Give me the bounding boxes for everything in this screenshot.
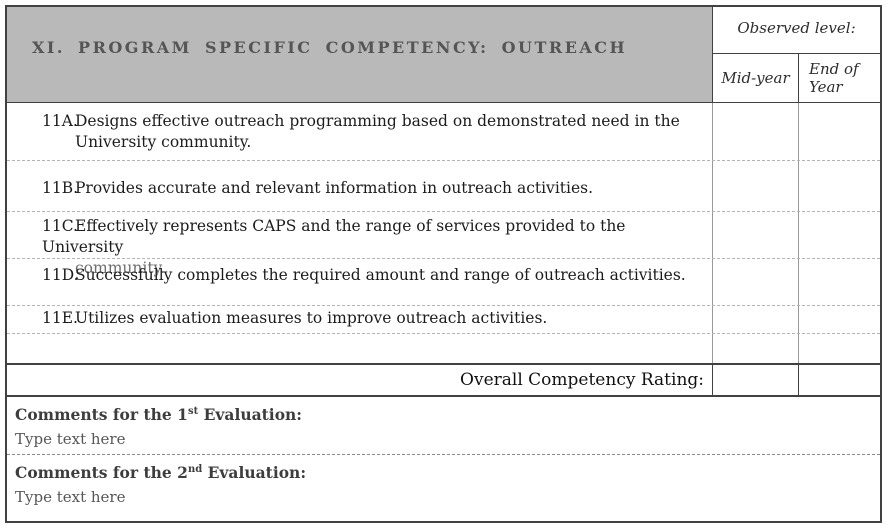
table-row-11E: 11E.Utilizes evaluation measures to impr…: [7, 306, 880, 334]
rating-cell-11B-end-of-year[interactable]: [799, 161, 880, 211]
spacer-cell: [7, 334, 713, 363]
label-text: Comments for the 2: [15, 463, 188, 482]
ordinal-suffix: st: [187, 405, 199, 417]
observed-level-header: Observed level:: [713, 7, 880, 54]
spacer-cell-mid-year[interactable]: [713, 334, 799, 363]
competency-item-11A: 11A.Designs effective outreach programmi…: [7, 103, 713, 160]
section-title: XI. PROGRAM SPECIFIC COMPETENCY: OUTREAC…: [32, 38, 628, 57]
comments-first-evaluation-input[interactable]: Type text here: [15, 430, 126, 448]
item-label: 11E.: [42, 309, 78, 327]
table-header-row: XI. PROGRAM SPECIFIC COMPETENCY: OUTREAC…: [7, 7, 880, 103]
observed-level-columns: Mid-year End of Year: [713, 54, 880, 102]
comments-first-evaluation: Comments for the 1st Evaluation: Type te…: [7, 397, 880, 455]
item-label: 11D.: [42, 266, 79, 284]
rating-cell-11C-mid-year[interactable]: [713, 212, 799, 258]
ordinal-suffix: nd: [187, 463, 203, 475]
observed-level-block: Observed level: Mid-year End of Year: [713, 7, 880, 102]
column-header-end-of-year: End of Year: [809, 60, 859, 96]
rating-cell-11D-mid-year[interactable]: [713, 259, 799, 305]
item-text: Provides accurate and relevant informati…: [75, 179, 594, 197]
rating-cell-11A-end-of-year[interactable]: [799, 103, 880, 160]
overall-rating-mid-year-cell[interactable]: [713, 365, 799, 395]
rating-cell-11E-mid-year[interactable]: [713, 306, 799, 333]
item-text-line2: University community.: [75, 133, 252, 151]
comments-second-evaluation-label: Comments for the 2nd Evaluation:: [15, 463, 870, 482]
competency-item-11D: 11D.Successfully completes the required …: [7, 259, 713, 305]
competency-item-11E: 11E.Utilizes evaluation measures to impr…: [7, 306, 713, 333]
item-text: Successfully completes the required amou…: [75, 266, 686, 284]
competency-item-11C: 11C.Effectively represents CAPS and the …: [7, 212, 713, 277]
item-text-line2: community.: [75, 259, 166, 277]
table-row-spacer: [7, 334, 880, 363]
item-text: Utilizes evaluation measures to improve …: [75, 309, 548, 327]
column-header-mid-year: Mid-year: [713, 54, 799, 102]
overall-rating-label: Overall Competency Rating:: [7, 365, 713, 395]
label-text: Evaluation:: [198, 405, 303, 424]
item-label: 11A.: [42, 112, 78, 130]
comments-second-evaluation: Comments for the 2nd Evaluation: Type te…: [7, 455, 880, 521]
overall-rating-end-of-year-cell[interactable]: [799, 365, 880, 395]
table-row-11B: 11B.Provides accurate and relevant infor…: [7, 161, 880, 212]
item-text: Effectively represents CAPS and the rang…: [42, 217, 626, 256]
rating-cell-11E-end-of-year[interactable]: [799, 306, 880, 333]
rating-cell-11B-mid-year[interactable]: [713, 161, 799, 211]
comments-first-evaluation-label: Comments for the 1st Evaluation:: [15, 405, 870, 424]
item-label: 11C.: [42, 217, 78, 235]
table-row-11D: 11D.Successfully completes the required …: [7, 259, 880, 306]
label-text: Evaluation:: [202, 463, 307, 482]
overall-rating-row: Overall Competency Rating:: [7, 363, 880, 397]
table-row-11A: 11A.Designs effective outreach programmi…: [7, 103, 880, 161]
item-text: Designs effective outreach programming b…: [75, 112, 680, 130]
spacer-cell-end-of-year[interactable]: [799, 334, 880, 363]
rating-cell-11A-mid-year[interactable]: [713, 103, 799, 160]
competency-item-11B: 11B.Provides accurate and relevant infor…: [7, 161, 713, 211]
table-row-11C: 11C.Effectively represents CAPS and the …: [7, 212, 880, 277]
comments-section: Comments for the 1st Evaluation: Type te…: [7, 397, 880, 521]
rating-cell-11D-end-of-year[interactable]: [799, 259, 880, 305]
competency-table: XI. PROGRAM SPECIFIC COMPETENCY: OUTREAC…: [5, 5, 882, 523]
label-text: Comments for the 1: [15, 405, 188, 424]
comments-second-evaluation-input[interactable]: Type text here: [15, 488, 126, 506]
rating-cell-11C-end-of-year[interactable]: [799, 212, 880, 258]
item-label: 11B.: [42, 179, 79, 197]
section-header-cell: XI. PROGRAM SPECIFIC COMPETENCY: OUTREAC…: [7, 7, 713, 102]
